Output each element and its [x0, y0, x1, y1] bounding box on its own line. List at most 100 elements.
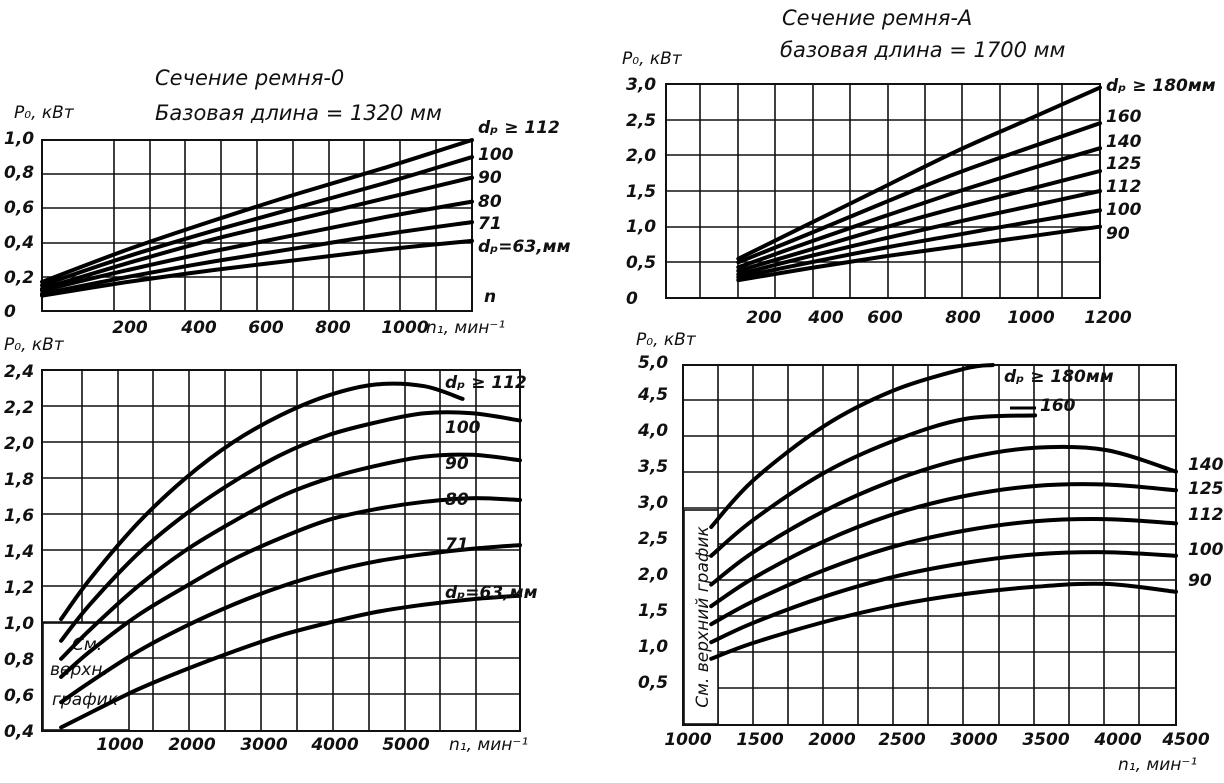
chart-section-0-low-speed: Сечение ремня-0 Базовая длина = 1320 мм P₀… [4, 66, 571, 338]
series-line-2 [59, 410, 522, 643]
series-label: dₚ ≥ 180мм [1106, 76, 1216, 96]
series-line-4 [40, 199, 474, 293]
series-line-2 [736, 121, 1102, 265]
x-tick-label: 800 [945, 308, 981, 328]
y-tick-label: 0,4 [4, 233, 34, 253]
x-tick-label: 1000 [381, 318, 428, 338]
y-tick-label: 1,0 [626, 217, 656, 237]
series-label: 140 [1188, 455, 1224, 475]
y-tick-label: 1,6 [4, 506, 34, 526]
y-tick-label: 1,8 [4, 470, 34, 490]
series-label: 71 [478, 214, 502, 234]
series-label: dₚ=63,мм [445, 583, 538, 603]
series-label: 90 [1106, 224, 1130, 244]
y-tick-label: 1,4 [4, 542, 34, 562]
y-tick-label: 3,0 [626, 75, 656, 95]
x-tick-label: 1000 [1007, 308, 1054, 328]
x-tick-label: 3000 [240, 735, 287, 755]
series-line-5 [709, 516, 1178, 627]
series-label: 100 [445, 418, 481, 438]
x-tick-label: 4000 [1093, 730, 1141, 750]
axis-extra-label: n [484, 287, 496, 307]
x-tick-label: 3500 [1022, 730, 1069, 750]
x-tick-label: 600 [248, 318, 284, 338]
y-tick-label: 2,4 [4, 362, 34, 382]
y-tick-label: 1,2 [4, 578, 34, 598]
note-box [42, 622, 130, 731]
series-label: 160 [1040, 396, 1076, 416]
x-tick-label: 2000 [168, 735, 215, 755]
series-line-4 [59, 496, 522, 679]
series-label: dₚ ≥ 180мм [1004, 367, 1114, 387]
series-line-6 [59, 593, 522, 730]
series-label: 112 [1106, 177, 1142, 197]
x-axis-label: n₁, мин⁻¹ [426, 318, 505, 338]
series-line-6 [40, 238, 474, 298]
series-line-2 [40, 155, 474, 288]
series-label: dₚ=63,мм [478, 237, 571, 257]
series-line-2 [709, 413, 1038, 558]
y-tick-label: 0,4 [4, 722, 34, 742]
chart-section-a-high-speed: См. верхний график P₀, кВт n₁, мин⁻¹ 1000 15… [636, 330, 1224, 775]
chart-title-line: базовая длина = 1700 мм [780, 38, 1065, 62]
series-line-7 [736, 224, 1102, 283]
series-line-6 [736, 208, 1102, 280]
chart-title-line: Базовая длина = 1320 мм [155, 101, 442, 125]
y-tick-label: 0,8 [4, 163, 34, 183]
series-line-1 [736, 85, 1102, 261]
series-line-1 [709, 363, 995, 529]
y-tick-label: 3,0 [638, 493, 668, 513]
plot-frame [41, 369, 521, 732]
y-tick-label: 2,5 [638, 529, 668, 549]
y-tick-label: 0,6 [4, 198, 34, 218]
series-line-5 [736, 189, 1102, 277]
series-line-5 [40, 220, 474, 296]
x-tick-label: 400 [180, 318, 217, 338]
y-tick-label: 4,5 [637, 385, 668, 405]
y-tick-label: 0,2 [4, 268, 34, 288]
x-tick-label: 200 [746, 308, 782, 328]
series-line-3 [40, 175, 474, 291]
x-tick-label: 1000 [664, 730, 711, 750]
series-label: 112 [1188, 505, 1224, 525]
y-tick-label: 4,0 [637, 421, 668, 441]
y-tick-label: 2,0 [626, 146, 656, 166]
y-tick-label: 2,2 [4, 398, 34, 418]
x-tick-label: 1500 [736, 730, 783, 750]
x-tick-label: 600 [867, 308, 903, 328]
series-line-3 [736, 146, 1102, 270]
note-box [683, 509, 719, 725]
series-line-1 [40, 138, 474, 284]
x-tick-label: 800 [315, 318, 351, 338]
x-tick-label: 4500 [1161, 730, 1209, 750]
y-tick-label: 0 [626, 289, 638, 309]
series-label: dₚ ≥ 112 [478, 118, 560, 138]
y-tick-label: 5,0 [638, 353, 668, 373]
y-tick-label: 1,0 [638, 637, 668, 657]
series-label: 90 [1188, 571, 1212, 591]
y-axis-label: P₀, кВт [4, 335, 65, 355]
series-label: 100 [478, 145, 514, 165]
y-tick-label: 0,8 [4, 650, 34, 670]
series-label: 100 [1188, 540, 1224, 560]
y-tick-label: 0 [4, 302, 16, 322]
series-label: 90 [478, 168, 502, 188]
y-axis-label: P₀, кВт [636, 330, 697, 350]
series-label: 80 [445, 490, 469, 510]
series-label: 80 [478, 192, 502, 212]
series-line-3 [59, 452, 522, 661]
y-tick-label: 1,5 [626, 182, 656, 202]
series-label: 71 [445, 535, 469, 555]
x-axis-label: n₁, мин⁻¹ [1118, 755, 1197, 775]
series-line-6 [709, 550, 1178, 645]
x-tick-label: 4000 [310, 735, 358, 755]
x-tick-label: 2500 [878, 730, 925, 750]
series-label: 125 [1188, 479, 1224, 499]
y-tick-label: 3,5 [638, 457, 668, 477]
y-tick-label: 2,0 [638, 565, 668, 585]
series-label: dₚ ≥ 112 [445, 373, 527, 393]
x-tick-label: 5000 [382, 735, 429, 755]
x-tick-label: 1200 [1084, 308, 1131, 328]
